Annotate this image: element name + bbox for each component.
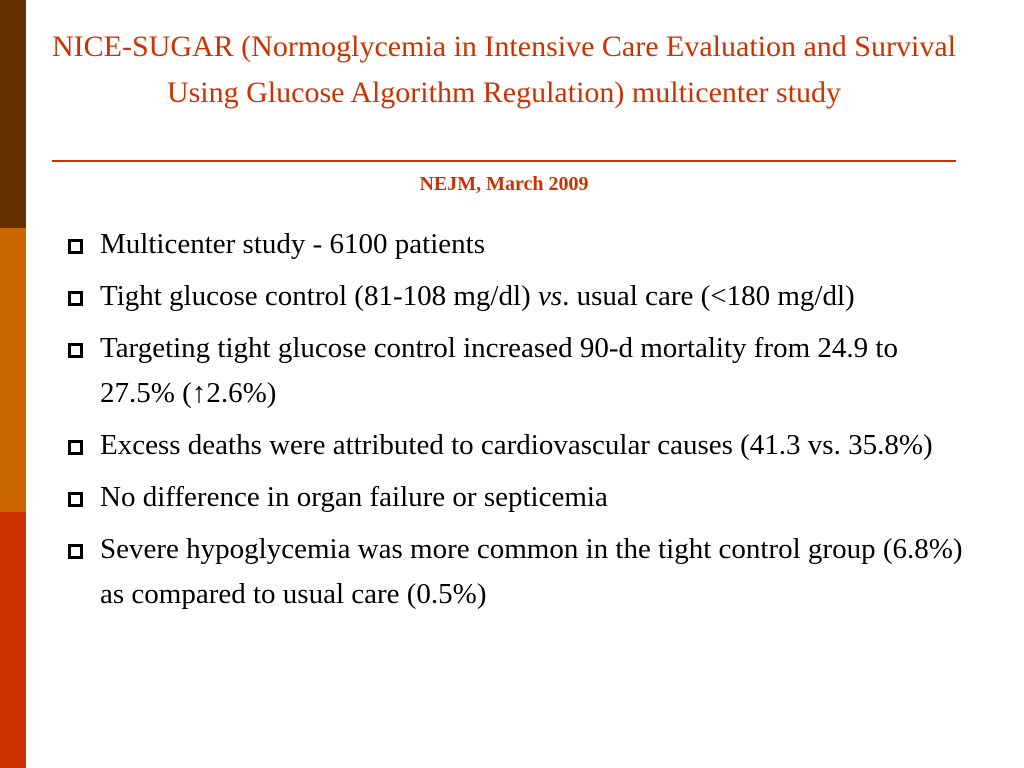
bullet-item: Targeting tight glucose control increase… bbox=[64, 326, 964, 416]
bullet-item: Excess deaths were attributed to cardiov… bbox=[64, 423, 964, 468]
slide-subtitle: NEJM, March 2009 bbox=[419, 173, 589, 195]
hollow-square-icon bbox=[68, 343, 83, 358]
bullet-text: Excess deaths were attributed to cardiov… bbox=[100, 429, 933, 461]
bullet-text: Tight glucose control (81-108 mg/dl) vs.… bbox=[100, 280, 855, 312]
sidebar-accent-top bbox=[0, 0, 26, 228]
sidebar-accent-middle bbox=[0, 228, 26, 512]
bullet-item: Tight glucose control (81-108 mg/dl) vs.… bbox=[64, 274, 964, 319]
bullet-text: No difference in organ failure or septic… bbox=[100, 481, 608, 513]
slide-title: NICE-SUGAR (Normoglycemia in Intensive C… bbox=[52, 30, 956, 109]
hollow-square-icon bbox=[68, 440, 83, 455]
hollow-square-icon bbox=[68, 291, 83, 306]
bullet-text-part: . usual care (<180 mg/dl) bbox=[562, 280, 855, 312]
hollow-square-icon bbox=[68, 492, 83, 507]
title-underline bbox=[52, 160, 956, 162]
hollow-square-icon bbox=[68, 239, 83, 254]
bullet-text: Multicenter study - 6100 patients bbox=[100, 228, 485, 260]
sidebar-accent-bottom bbox=[0, 512, 26, 768]
bullet-text-part: Tight glucose control (81-108 mg/dl) bbox=[100, 280, 538, 312]
bullet-item: No difference in organ failure or septic… bbox=[64, 475, 964, 520]
bullet-text: Severe hypoglycemia was more common in t… bbox=[100, 533, 963, 610]
bullet-text: Targeting tight glucose control increase… bbox=[100, 332, 898, 409]
bullet-list: Multicenter study - 6100 patients Tight … bbox=[64, 222, 964, 624]
bullet-item: Multicenter study - 6100 patients bbox=[64, 222, 964, 267]
bullet-emphasis: vs bbox=[537, 280, 563, 312]
hollow-square-icon bbox=[68, 544, 83, 559]
bullet-item: Severe hypoglycemia was more common in t… bbox=[64, 527, 964, 617]
